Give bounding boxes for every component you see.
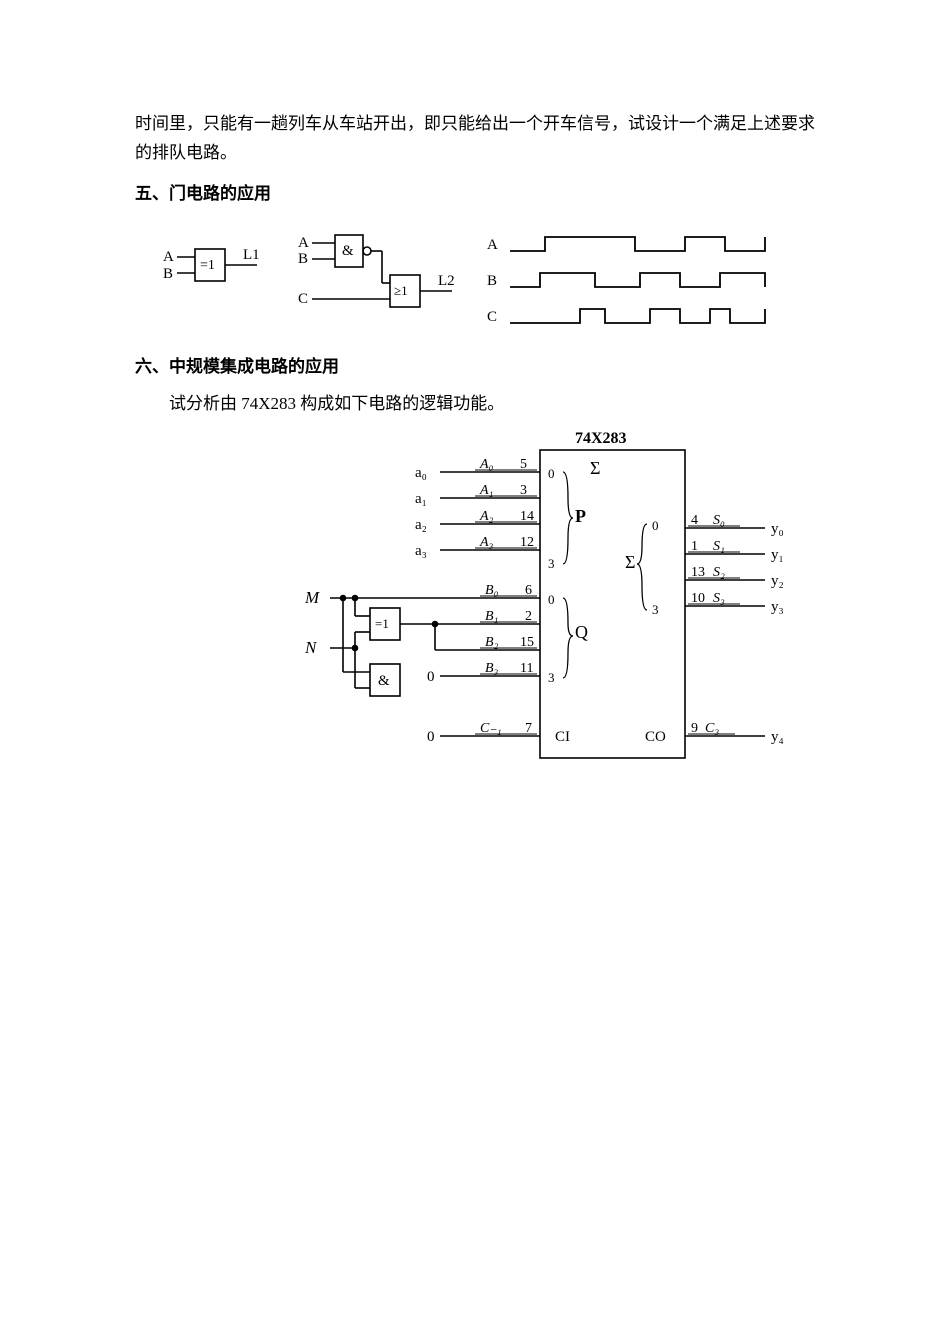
- label-a2: A: [298, 235, 309, 251]
- label-p: P: [575, 506, 586, 526]
- gate-xor: =1: [200, 258, 215, 273]
- label-l1: L1: [243, 247, 260, 263]
- timing-label-b: B: [487, 273, 497, 289]
- svg-text:y₁: y₁: [771, 547, 784, 563]
- gate-xor-6: =1: [375, 616, 389, 631]
- svg-text:y₂: y₂: [771, 573, 784, 589]
- timing-diagram: A B C: [485, 223, 775, 333]
- label-ci: CI: [555, 729, 570, 745]
- label-q: Q: [575, 622, 588, 642]
- chip-title: 74X283: [575, 430, 627, 447]
- label-b: B: [163, 266, 173, 282]
- timing-label-a: A: [487, 237, 498, 253]
- q-top-num: 0: [548, 592, 555, 607]
- sigma-top: Σ: [590, 458, 600, 478]
- s-bot-num: 3: [652, 602, 659, 617]
- zero-b3: 0: [427, 669, 435, 685]
- label-y4: y₄: [771, 729, 784, 745]
- svg-text:a₀: a₀: [415, 465, 427, 481]
- label-c2: C: [298, 291, 308, 307]
- timing-label-c: C: [487, 309, 497, 325]
- s-top-num: 0: [652, 518, 659, 533]
- paragraph-6: 试分析由 74X283 构成如下电路的逻辑功能。: [135, 390, 820, 419]
- heading-5: 五、门电路的应用: [135, 180, 820, 209]
- zero-cin: 0: [427, 729, 435, 745]
- svg-text:a₁: a₁: [415, 491, 427, 507]
- figure-5: A B =1 L1 A B: [155, 223, 820, 333]
- q-bot-num: 3: [548, 670, 555, 685]
- heading-6: 六、中规模集成电路的应用: [135, 353, 820, 382]
- svg-text:y₃: y₃: [771, 599, 784, 615]
- svg-text:a₃: a₃: [415, 543, 427, 559]
- figure-6: 74X283 a₀A₀5a₁A₁3a₂A₂14a₃A₃12: [275, 428, 820, 778]
- label-a: A: [163, 249, 174, 265]
- gate-nand: &: [342, 243, 354, 259]
- label-m: M: [304, 588, 320, 607]
- circuit-1: A B =1 L1: [155, 223, 270, 313]
- gate-and-6: &: [378, 673, 390, 689]
- circuit-2: A B C & ≥1 L2: [290, 223, 465, 328]
- label-b2: B: [298, 251, 308, 267]
- circuit-74x283: 74X283 a₀A₀5a₁A₁3a₂A₂14a₃A₃12: [275, 428, 795, 778]
- label-co: CO: [645, 729, 666, 745]
- paragraph-continuation: 时间里，只能有一趟列车从车站开出，即只能给出一个开车信号，试设计一个满足上述要求…: [135, 110, 820, 168]
- p-top-num: 0: [548, 466, 555, 481]
- gate-or: ≥1: [394, 283, 408, 298]
- label-n: N: [304, 638, 318, 657]
- svg-text:a₂: a₂: [415, 517, 427, 533]
- sigma-mid: Σ: [625, 552, 635, 572]
- svg-text:y₀: y₀: [771, 521, 784, 537]
- p-bot-num: 3: [548, 556, 555, 571]
- label-l2: L2: [438, 273, 455, 289]
